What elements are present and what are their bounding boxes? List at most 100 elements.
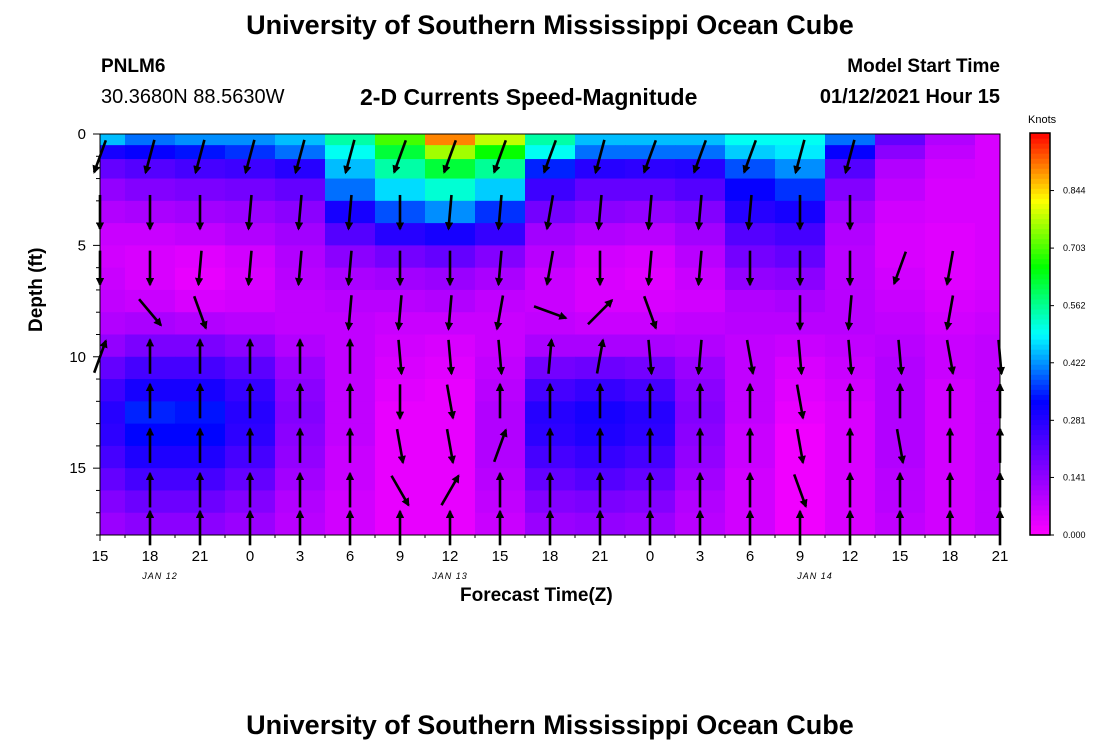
heat-cell [975, 245, 1001, 269]
heat-cell [825, 134, 876, 146]
colorbar-swatch [1030, 339, 1050, 345]
heat-cell [275, 159, 326, 180]
colorbar-swatch [1030, 444, 1050, 451]
heat-cell [975, 223, 1001, 246]
heat-cell [125, 223, 176, 246]
colorbar-swatch [1030, 424, 1050, 431]
current-vector [143, 139, 156, 175]
heat-cell [325, 159, 376, 180]
colorbar-swatch [1030, 248, 1050, 255]
current-vector [244, 250, 254, 287]
colorbar-tick-label: 0.141 [1063, 472, 1086, 482]
heat-cell [425, 159, 476, 180]
heat-cell [775, 379, 826, 402]
heat-cell [975, 445, 1001, 469]
heat-cell [425, 134, 476, 146]
colorbar-swatch [1030, 369, 1050, 375]
heat-cell [100, 312, 126, 335]
heat-cell [125, 178, 176, 202]
colorbar-swatch [1030, 223, 1050, 230]
colorbar-swatch [1030, 258, 1050, 265]
colorbar-swatch [1030, 359, 1050, 365]
heat-cell [975, 145, 1001, 160]
heat-cell [625, 223, 676, 246]
colorbar-swatch [1030, 168, 1050, 174]
heat-cell [575, 134, 626, 146]
heat-cell [275, 223, 326, 246]
colorbar-swatch [1030, 344, 1050, 350]
colorbar-swatch [1030, 499, 1050, 506]
heat-cell [675, 178, 726, 202]
heat-cell [525, 289, 576, 313]
colorbar-swatch [1030, 434, 1050, 441]
heat-cell [875, 289, 926, 313]
current-vector [392, 139, 408, 174]
x-tick-label: 21 [992, 548, 1009, 565]
colorbar-swatch [1030, 409, 1050, 415]
heat-cell [275, 134, 326, 146]
current-vector [892, 251, 908, 286]
heat-cell [675, 134, 726, 146]
current-vector [692, 139, 708, 174]
heat-cell [375, 223, 426, 246]
heat-cell [975, 512, 1001, 536]
heat-cell [725, 134, 776, 146]
x-axis: 15 18 21 0 3 6 9 12 15 18 21 0 3 6 9 12 15 18 21 JAN 12 JAN … [92, 535, 1009, 581]
heat-cell [425, 468, 476, 491]
x-tick-label: 0 [246, 548, 254, 565]
heat-cell [100, 490, 126, 514]
heat-cell [100, 401, 126, 425]
heat-cell [100, 178, 126, 202]
colorbar-swatch [1030, 253, 1050, 260]
current-vector [394, 295, 404, 331]
x-tick-label: 18 [542, 548, 559, 565]
colorbar-unit: Knots [1028, 114, 1057, 126]
current-vector [445, 428, 456, 465]
colorbar-swatch [1030, 489, 1050, 496]
heat-cell [625, 159, 676, 180]
heat-cell [125, 289, 176, 313]
heat-cell [725, 159, 776, 180]
heat-cell [625, 178, 676, 202]
heat-cell [100, 445, 126, 469]
heat-cell [875, 145, 926, 160]
colorbar-swatch [1030, 354, 1050, 360]
colorbar-swatch [1030, 203, 1050, 209]
heat-cell [525, 245, 576, 269]
heat-cell [175, 223, 226, 246]
heat-cell [675, 223, 726, 246]
colorbar-swatch [1030, 303, 1050, 310]
current-vector [496, 339, 506, 376]
colorbar-swatch [1030, 394, 1050, 400]
heat-cell [825, 178, 876, 202]
footer-title: University of Southern Mississippi Ocean… [246, 710, 854, 740]
colorbar-tick-label: 0.422 [1063, 358, 1086, 368]
x-tick-label: 6 [346, 548, 354, 565]
current-vector [533, 305, 568, 320]
colorbar-swatch [1030, 193, 1050, 199]
current-vector [593, 139, 606, 175]
colorbar-swatch [1030, 268, 1050, 275]
colorbar-swatch [1030, 153, 1050, 159]
colorbar-swatch [1030, 364, 1050, 370]
current-vector [344, 250, 354, 287]
y-axis: 0 5 10 15 [69, 126, 100, 536]
current-vector [194, 250, 204, 287]
x-axis-label: Forecast Time(Z) [460, 585, 613, 606]
heat-cell [875, 223, 926, 246]
colorbar-swatch [1030, 288, 1050, 295]
current-vector [294, 194, 304, 231]
colorbar-swatch [1030, 298, 1050, 305]
heat-cell [125, 134, 176, 146]
colorbar-swatch [1030, 429, 1050, 436]
heat-cell [175, 159, 226, 180]
heat-cell [125, 312, 176, 335]
heat-cell [775, 178, 826, 202]
colorbar-swatch [1030, 218, 1050, 225]
model-start-label: Model Start Time [847, 56, 1000, 77]
heat-cell [575, 223, 626, 246]
colorbar-swatch [1030, 349, 1050, 355]
heat-cell [975, 159, 1001, 180]
heat-cell [775, 134, 826, 146]
heat-cell [100, 159, 126, 180]
